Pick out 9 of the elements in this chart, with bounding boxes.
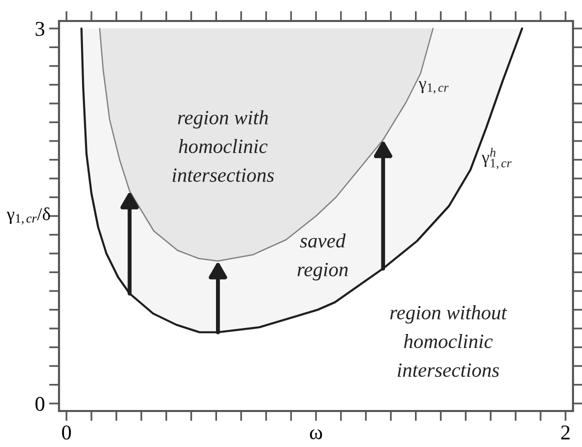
annotation: saved region bbox=[298, 233, 348, 280]
y-axis-title: γ$_{1,cr}$/δ bbox=[6, 207, 50, 224]
series-label: γ$^{h}$$_{1,cr}$ bbox=[482, 148, 512, 170]
y-tick-label: 3 bbox=[36, 22, 44, 36]
x-axis-title: ω bbox=[310, 429, 322, 440]
series-label: γ$_{1,cr}$ bbox=[418, 80, 449, 94]
x-tick-label: 2 bbox=[561, 426, 570, 440]
annotation: region without homoclinic intersections bbox=[390, 305, 508, 377]
annotation: region with homoclinic intersections bbox=[172, 110, 274, 182]
